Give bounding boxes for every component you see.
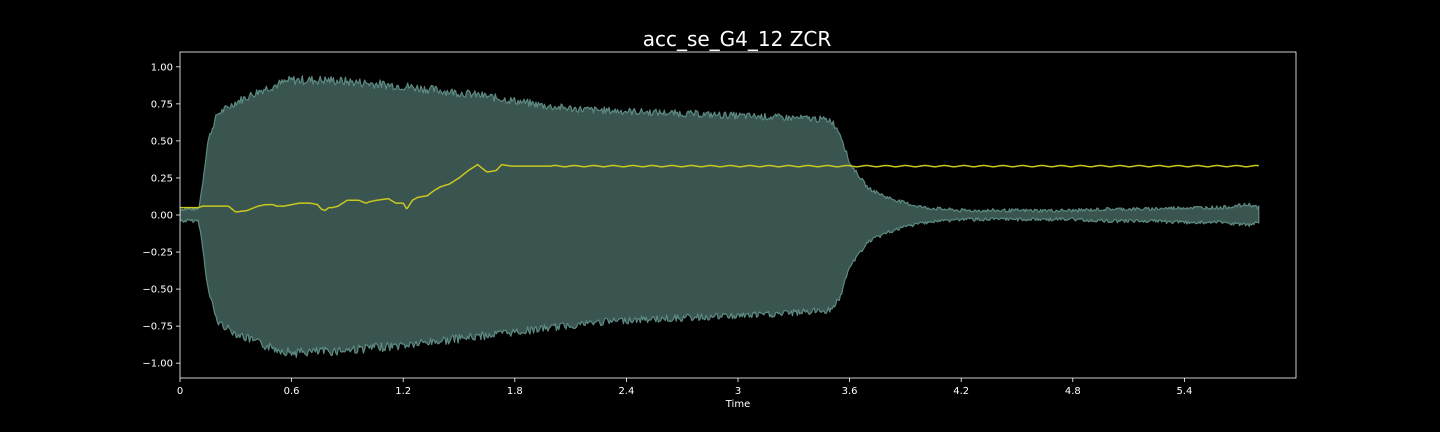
chart-title: acc_se_G4_12 ZCR xyxy=(643,27,832,51)
y-tick-label: −0.75 xyxy=(142,322,173,333)
waveform-envelope xyxy=(180,75,1260,358)
x-tick-label: 1.8 xyxy=(507,386,523,397)
x-tick-label: 0 xyxy=(177,386,183,397)
y-tick-label: 0.75 xyxy=(151,99,173,110)
x-tick-label: 2.4 xyxy=(618,386,634,397)
y-tick-label: 0.50 xyxy=(151,136,173,147)
y-tick-label: 0.00 xyxy=(151,211,173,222)
y-tick-label: −0.25 xyxy=(142,248,173,259)
x-tick-label: 3 xyxy=(735,386,741,397)
x-tick-label: 4.2 xyxy=(953,386,969,397)
y-tick-label: −1.00 xyxy=(142,359,173,370)
x-tick-label: 3.6 xyxy=(842,386,858,397)
zcr-line xyxy=(180,163,1259,213)
plot-content xyxy=(180,75,1260,358)
y-tick-label: 1.00 xyxy=(151,62,173,73)
x-axis-label: Time xyxy=(725,399,750,410)
x-tick-label: 5.4 xyxy=(1176,386,1192,397)
y-tick-label: −0.50 xyxy=(142,285,173,296)
x-tick-label: 0.6 xyxy=(284,386,300,397)
x-tick-label: 1.2 xyxy=(395,386,411,397)
plot-area: 0 0.6 1.2 1.8 2.4 3 3.6 4.2 4.8 5.4 1.00 0.75 0.50 0.… xyxy=(142,51,1297,397)
y-tick-label: 0.25 xyxy=(151,173,173,184)
x-tick-label: 4.8 xyxy=(1065,386,1081,397)
